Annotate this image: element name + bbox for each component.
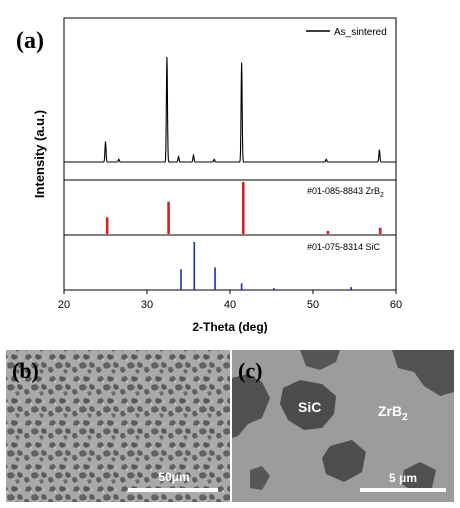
legend: As_sintered: [306, 27, 387, 38]
micrograph-c: (c) SiC ZrB2 5 μm: [232, 350, 454, 502]
y-axis-label: Intensity (a.u.): [32, 110, 47, 198]
x-axis-label: 2-Theta (deg): [192, 320, 267, 334]
legend-label-as-sintered: As_sintered: [334, 27, 387, 38]
sic-grain: [300, 350, 340, 370]
scale-label-c: 5 μm: [389, 471, 417, 485]
sic-grain: [280, 380, 336, 430]
panel-label-a: (a): [16, 28, 44, 54]
x-tick-label: 30: [141, 299, 153, 311]
x-tick-label: 40: [224, 299, 236, 311]
x-tick-label: 60: [390, 299, 402, 311]
x-tick-label: 50: [307, 299, 319, 311]
sic-grain: [232, 374, 270, 438]
reference-label-zrb2: #01-085-8843 ZrB2: [307, 186, 384, 199]
sic-grain: [402, 462, 436, 492]
panel-label-c: (c): [238, 358, 262, 383]
phase-label-sic: SiC: [298, 399, 321, 415]
scale-label-b: 50μm: [158, 470, 189, 484]
panel-label-b: (b): [12, 358, 39, 383]
sic-grain: [322, 440, 366, 482]
sic-grain: [392, 350, 454, 396]
micrograph-b-image: [6, 350, 230, 502]
reference-label-sic: #01-075-8314 SiC: [307, 242, 381, 252]
series-line-as-sintered: [64, 56, 396, 163]
xrd-chart: As_sintered #01-085-8843 ZrB2 #01-075-83…: [32, 17, 402, 334]
reference-lines-sic: [180, 242, 352, 290]
x-tick-label: 20: [58, 299, 70, 311]
reference-lines-zrb2: [105, 182, 382, 234]
micrograph-b: (b) 50μm: [6, 350, 230, 502]
x-axis: 20 30 40 50 60: [58, 290, 402, 311]
phase-label-zrb2: ZrB2: [378, 403, 408, 423]
sic-grain: [250, 466, 270, 490]
